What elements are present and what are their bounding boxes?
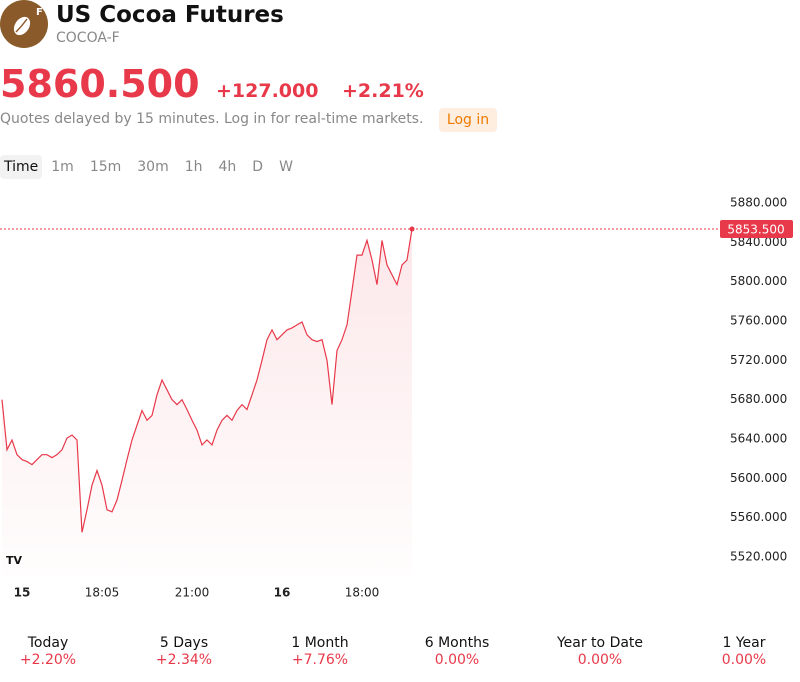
y-tick-label: 5720.000 — [730, 353, 787, 367]
performance-change: +7.76% — [291, 652, 349, 668]
last-price-label: 5853.500 — [727, 223, 784, 237]
performance-period: Year to Date — [556, 635, 644, 651]
y-tick-label: 5880.000 — [730, 196, 787, 210]
timeframe[interactable]: 15m — [89, 159, 122, 175]
y-tick-label: 5560.000 — [730, 510, 787, 524]
x-tick-label: 21:00 — [175, 586, 210, 600]
y-tick-label: 5600.000 — [730, 471, 787, 485]
performance-item: 1 Month +7.76% — [255, 635, 385, 668]
price-change-percent: +2.21% — [342, 80, 424, 102]
logo-bean-line — [15, 18, 28, 33]
timeframe[interactable]: 1m — [51, 159, 74, 175]
logo-letter: F — [36, 7, 43, 18]
delay-note: Quotes delayed by 15 minutes. Log in for… — [0, 111, 424, 127]
performance-item: Year to Date 0.00% — [535, 635, 665, 668]
line — [1, 229, 413, 533]
y-tick-label: 5520.000 — [730, 550, 787, 564]
last-price-tag — [720, 220, 793, 239]
performance-item: 6 Months 0.00% — [392, 635, 522, 668]
x-tick-label: 18:05 — [85, 586, 120, 600]
title: US Cocoa Futures — [56, 2, 284, 28]
timeframe[interactable]: W — [279, 159, 293, 175]
y-tick-label: 5800.000 — [730, 274, 787, 288]
login-button[interactable]: Log in — [439, 108, 497, 132]
performance-period: 1 Year — [722, 635, 766, 651]
performance-change: 0.00% — [434, 652, 480, 668]
performance-change: 0.00% — [577, 652, 623, 668]
performance-period: 1 Month — [291, 635, 349, 651]
x-tick-label: 18:00 — [345, 586, 380, 600]
timeframe[interactable]: Time — [0, 155, 43, 179]
y-tick-label: 5640.000 — [730, 432, 787, 446]
timeframe[interactable]: 1h — [184, 159, 203, 175]
performance-item: 1 Year 0.00% — [679, 635, 800, 668]
x-tick-label: 16 — [274, 586, 291, 600]
chart: F TV 5520.0005560.0005600.0005640.000568… — [0, 0, 793, 600]
price: 5860.500 — [0, 62, 200, 106]
y-tick-label: 5760.000 — [730, 314, 787, 328]
performance-change: 0.00% — [721, 652, 767, 668]
x-tick-label: 15 — [14, 586, 31, 600]
timeframe[interactable]: 4h — [218, 159, 237, 175]
performance-change: +2.34% — [155, 652, 213, 668]
price-change: +127.000 — [216, 80, 319, 102]
area — [2, 229, 412, 575]
timeframe[interactable]: D — [252, 159, 264, 175]
performance-period: 6 Months — [424, 635, 490, 651]
performance-period: 5 Days — [159, 635, 209, 651]
performance-change: +2.20% — [19, 652, 77, 668]
performance-item: Today +2.20% — [0, 635, 113, 668]
timeframe[interactable]: 30m — [137, 159, 169, 175]
timeframe-bar: Time 1m 15m 30m 1h 4h D W — [0, 155, 302, 179]
performance-period: Today — [27, 635, 69, 651]
y-tick-label: 5680.000 — [730, 392, 787, 406]
y-tick-label: 5840.000 — [730, 235, 787, 249]
symbol: COCOA-F — [56, 30, 120, 46]
performance-item: 5 Days +2.34% — [119, 635, 249, 668]
